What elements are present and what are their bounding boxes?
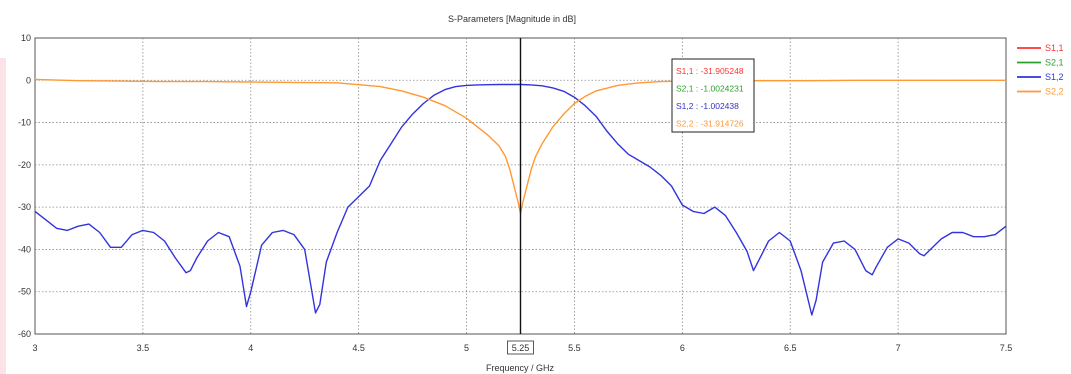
marker-tick-box [507,340,534,355]
left-edge-strip [0,58,6,374]
y-tick-label: 10 [21,33,31,43]
marker-readout-box: S1,1 : -31.905248 S2,1 : -1.0024231 S1,2 :… [671,58,755,133]
y-tick-label: -60 [18,329,31,339]
legend-label: S1,2 [1045,72,1064,82]
x-tick-label: 5.25 [512,343,530,353]
x-tick-label: 3.5 [137,343,150,353]
legend-label: S1,1 [1045,43,1064,53]
x-tick-label: 4 [248,343,253,353]
legend: S1,1 S2,1 S1,2 S2,2 [1017,43,1064,97]
x-axis-label: Frequency / GHz [486,363,555,373]
x-tick-label: 6.5 [784,343,797,353]
marker-readout: S2,1 : -1.0024231 [676,84,744,94]
x-tick-label: 6 [680,343,685,353]
legend-label: S2,2 [1045,87,1064,97]
y-tick-label: -20 [18,160,31,170]
x-tick-label: 4.5 [352,343,365,353]
marker-readout: S1,1 : -31.905248 [676,66,744,76]
grid [35,38,1006,334]
series-line [34,83,1007,316]
x-axis-ticks: 3 3.5 4 4.5 5 5.25 5.5 6 6.5 7 7.5 [32,340,1013,355]
y-tick-label: -10 [18,118,31,128]
y-tick-label: -50 [18,287,31,297]
x-tick-label: 7 [896,343,901,353]
y-tick-label: -30 [18,202,31,212]
chart-title: S-Parameters [Magnitude in dB] [448,14,576,24]
marker-readout: S1,2 : -1.002438 [676,101,739,111]
marker-readout-frame [671,58,755,133]
y-tick-label: -40 [18,244,31,254]
marker-readout: S2,2 : -31.914726 [676,119,744,129]
x-tick-label: 7.5 [1000,343,1013,353]
y-axis-ticks: 10 0 -10 -20 -30 -40 -50 -60 [18,33,31,339]
x-tick-label: 5.5 [568,343,581,353]
legend-label: S2,1 [1045,58,1064,68]
y-tick-label: 0 [26,75,31,85]
x-tick-label: 3 [32,343,37,353]
x-tick-label: 5 [464,343,469,353]
